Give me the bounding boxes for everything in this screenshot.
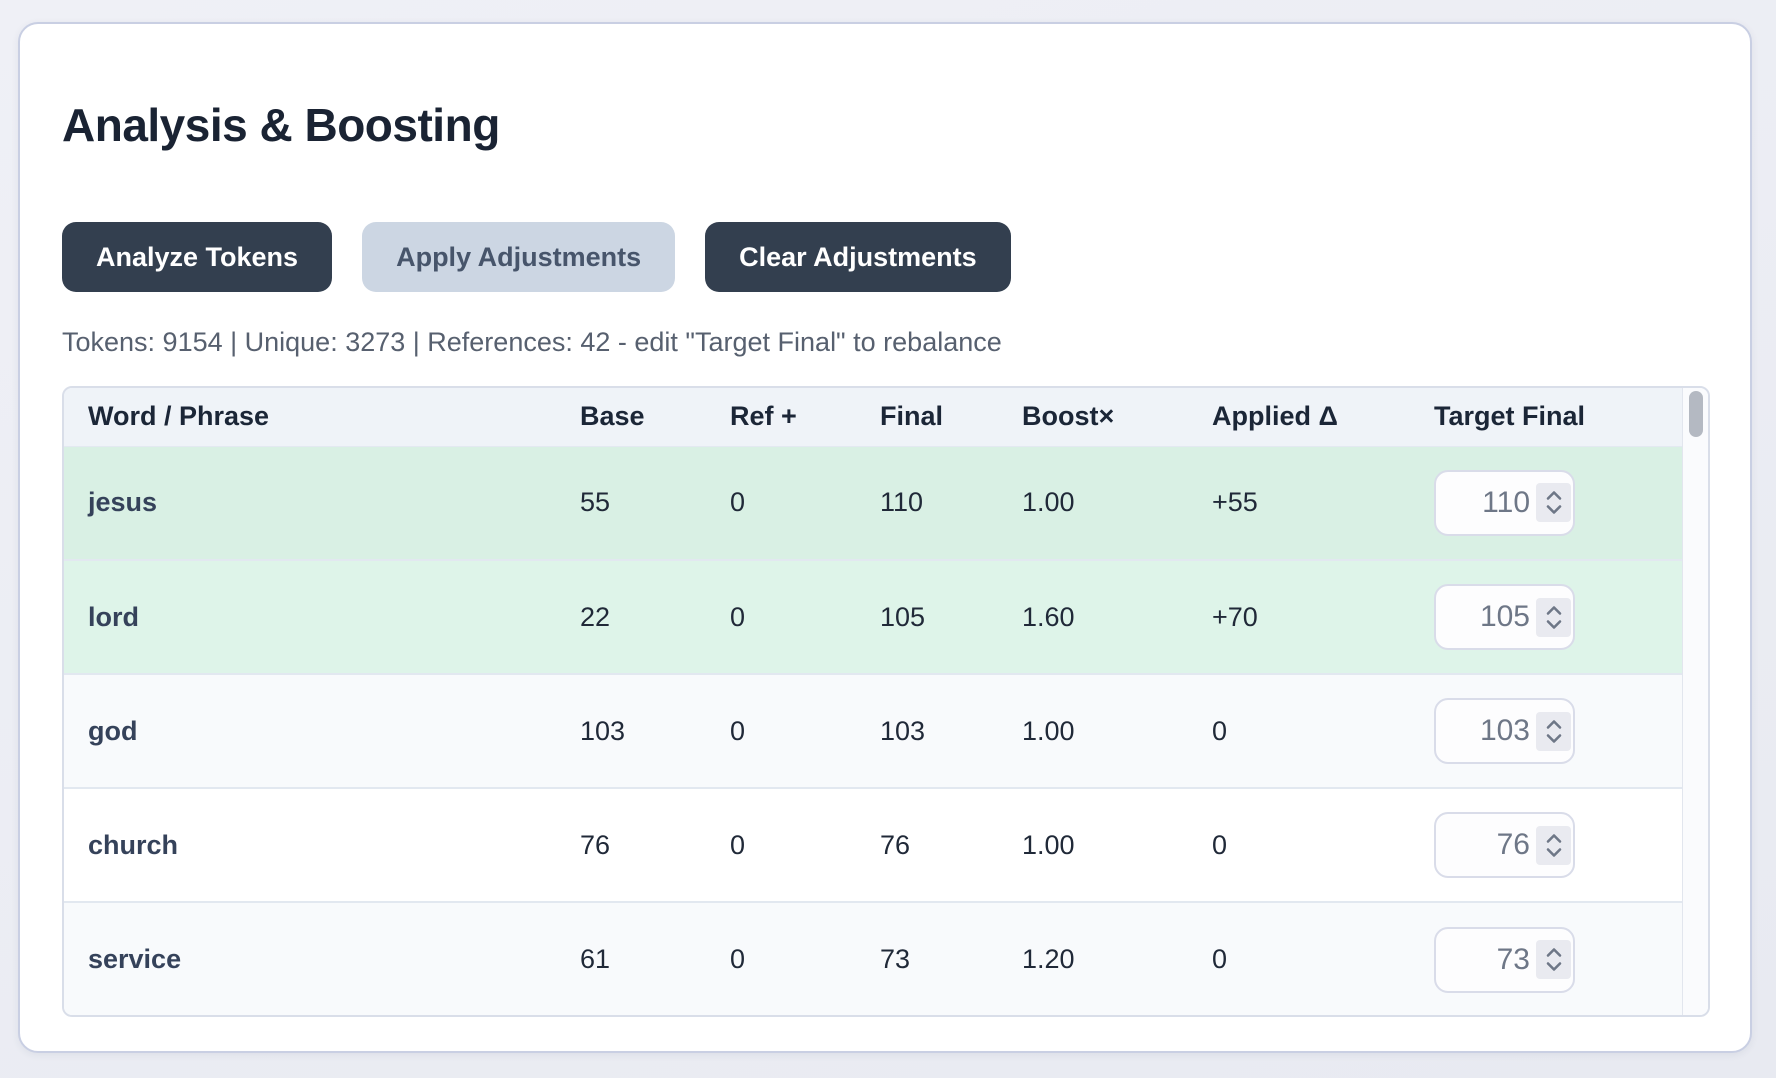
ref-cell: 0 [706, 673, 856, 788]
token-stats-text: Tokens: 9154 | Unique: 3273 | References… [62, 327, 1002, 357]
apply-adjustments-button[interactable]: Apply Adjustments [362, 222, 676, 292]
ref-cell: 0 [706, 901, 856, 1015]
boost-cell: 1.60 [998, 559, 1188, 674]
applied-delta-cell: 0 [1188, 673, 1418, 788]
target-final-input[interactable]: 105 [1434, 584, 1575, 650]
chevron-up-down-icon [1546, 719, 1561, 743]
base-cell: 61 [556, 901, 706, 1015]
target-final-value: 103 [1479, 714, 1530, 747]
ref-cell: 0 [730, 487, 746, 518]
base-cell: 103 [556, 673, 706, 788]
column-header-word-phrase: Word / Phrase [64, 388, 556, 447]
target-final-cell: 110 [1418, 446, 1686, 560]
target-final-value: 76 [1496, 828, 1530, 861]
applied-delta-cell: +70 [1188, 559, 1418, 674]
number-stepper[interactable] [1536, 711, 1571, 751]
column-header-base: Base [556, 388, 706, 447]
column-header-target-final: Target Final [1418, 388, 1686, 447]
column-header-final: Final [856, 388, 998, 447]
applied-delta-cell: +55 [1212, 487, 1258, 518]
table-scrollbar-thumb[interactable] [1688, 391, 1703, 437]
target-final-value: 105 [1479, 600, 1530, 633]
table-row: lord 22 0 105 1.60 +70 105 [64, 559, 1686, 674]
table-row: jesus 55 0 110 1.00 +55 110 [64, 446, 1686, 560]
number-stepper[interactable] [1536, 483, 1571, 523]
base-cell: 76 [556, 787, 706, 902]
page-title: Analysis & Boosting [62, 99, 500, 151]
final-cell: 73 [856, 901, 998, 1015]
target-final-input[interactable]: 110 [1434, 469, 1575, 536]
chevron-up-down-icon [1546, 948, 1561, 971]
word-phrase-cell: jesus [88, 487, 158, 518]
word-phrase-cell: church [64, 787, 556, 902]
base-cell: 22 [556, 559, 706, 674]
target-final-input[interactable]: 103 [1434, 698, 1575, 764]
final-cell: 76 [856, 787, 998, 902]
table-scrollbar[interactable] [1682, 388, 1708, 1015]
number-stepper[interactable] [1536, 825, 1571, 865]
chevron-up-down-icon [1546, 605, 1561, 629]
column-header-boost: Boost× [998, 388, 1188, 447]
table-row: church 76 0 76 1.00 0 76 [64, 787, 1686, 902]
target-final-cell: 103 [1418, 673, 1686, 788]
table-row: god 103 0 103 1.00 0 103 [64, 673, 1686, 788]
ref-cell: 0 [706, 559, 856, 674]
analysis-boosting-panel: Analysis & Boosting Analyze Tokens Apply… [18, 22, 1752, 1053]
boost-cell: 1.00 [998, 787, 1188, 902]
target-final-cell: 76 [1418, 787, 1686, 902]
final-cell: 105 [856, 559, 998, 674]
chevron-up-down-icon [1546, 491, 1561, 515]
token-table: Word / Phrase Base Ref + Final Boost× Ap… [64, 388, 1686, 1015]
number-stepper[interactable] [1536, 940, 1571, 979]
target-final-input[interactable]: 76 [1434, 812, 1575, 878]
boost-cell: 1.00 [998, 673, 1188, 788]
number-stepper[interactable] [1536, 597, 1571, 637]
ref-cell: 0 [706, 787, 856, 902]
analyze-tokens-button[interactable]: Analyze Tokens [62, 222, 333, 292]
applied-delta-cell: 0 [1188, 787, 1418, 902]
target-final-cell: 73 [1418, 901, 1686, 1015]
token-table-container: Word / Phrase Base Ref + Final Boost× Ap… [62, 386, 1710, 1017]
chevron-up-down-icon [1546, 833, 1561, 857]
word-phrase-cell: lord [64, 559, 556, 674]
base-cell: 55 [580, 487, 611, 518]
column-header-ref: Ref + [706, 388, 856, 447]
token-table-header: Word / Phrase Base Ref + Final Boost× Ap… [64, 388, 1686, 447]
target-final-cell: 105 [1418, 559, 1686, 674]
token-table-body: jesus 55 0 110 1.00 +55 110 lord 22 0 10… [64, 446, 1686, 1015]
final-cell: 103 [856, 673, 998, 788]
word-phrase-cell: service [64, 901, 556, 1015]
toolbar: Analyze Tokens Apply Adjustments Clear A… [62, 222, 1708, 292]
table-row: service 61 0 73 1.20 0 73 [64, 901, 1686, 1015]
column-header-applied-delta: Applied Δ [1188, 388, 1418, 447]
word-phrase-cell: god [64, 673, 556, 788]
final-cell: 110 [880, 487, 924, 518]
applied-delta-cell: 0 [1188, 901, 1418, 1015]
clear-adjustments-button[interactable]: Clear Adjustments [705, 222, 1011, 292]
boost-cell: 1.00 [1022, 487, 1075, 518]
target-final-input[interactable]: 73 [1434, 926, 1575, 993]
target-final-value: 110 [1482, 485, 1530, 519]
boost-cell: 1.20 [998, 901, 1188, 1015]
target-final-value: 73 [1496, 942, 1530, 976]
